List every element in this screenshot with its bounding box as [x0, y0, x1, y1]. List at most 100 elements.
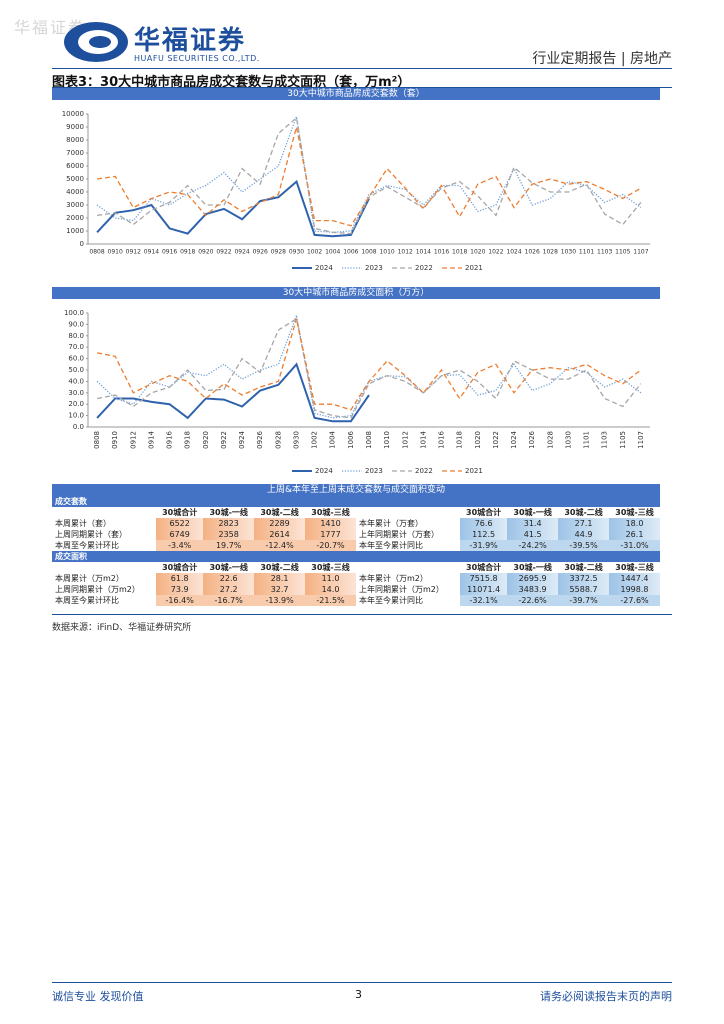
table-cell: 1447.4 — [609, 573, 660, 584]
x-tick-label: 0920 — [198, 249, 213, 256]
table-box: 上周&本年至上周末成交套数与成交面积变动 成交套数 30城合计 30城-一线 30城-… — [52, 484, 660, 606]
table-cell: 14.0 — [305, 584, 356, 595]
x-tick-label: 0912 — [129, 431, 137, 449]
table-cell: -16.4% — [156, 595, 204, 606]
x-tick-label: 1010 — [383, 431, 391, 449]
table-cell — [507, 496, 559, 507]
table-cell: 本年累计（万套） — [358, 519, 423, 528]
table-cell — [507, 551, 559, 562]
table-cell — [558, 551, 609, 562]
table-cell: -22.6% — [507, 595, 559, 606]
table-cell: 上周同期累计（套） — [55, 530, 127, 539]
series-line — [96, 312, 642, 419]
table-cell: 26.1 — [609, 529, 660, 540]
x-tick-label: 1030 — [561, 249, 576, 256]
y-tick-label: 10000 — [62, 110, 84, 118]
table-cell: 6749 — [156, 529, 204, 540]
y-tick-label: 1000 — [66, 227, 84, 235]
table-cell: 11.0 — [305, 573, 356, 584]
table-cell: 11071.4 — [460, 584, 508, 595]
y-tick-label: 8000 — [66, 136, 84, 144]
table-cell: -39.7% — [558, 595, 609, 606]
table-cell: 30城-一线 — [513, 508, 552, 517]
table-cell: 27.1 — [558, 518, 609, 529]
chart: 0 1000 2000 3000 4000 5000 6000 7000 8000 9000 100… — [62, 110, 650, 272]
y-tick-label: 3000 — [66, 201, 84, 209]
x-tick-label: 0924 — [234, 249, 249, 256]
y-tick-label: 6000 — [66, 162, 84, 170]
table-cell: 30城-三线 — [615, 508, 654, 517]
table-cell — [254, 496, 306, 507]
table-cell — [460, 551, 508, 562]
figure-title: 图表3：30大中城市商品房成交套数与成交面积（套，万m²） — [52, 75, 411, 90]
table: 成交套数 30城合计 30城-一线 30城-二线 30城-三线 30城合计 30城-一线 30… — [52, 496, 660, 606]
table-cell: 成交套数 — [52, 496, 157, 507]
legend-label: 2023 — [365, 467, 383, 475]
chart-box: 30大中城市商品房成交面积（万方） 0.0 10.0 20.0 30.0 40.0 50.… — [52, 287, 660, 485]
logo-icon — [64, 22, 128, 62]
table-cell: 27.2 — [203, 584, 255, 595]
x-tick-label: 0922 — [220, 431, 228, 449]
table-cell: 30城-一线 — [209, 563, 248, 572]
chart-title: 30大中城市商品房成交套数（套） — [52, 88, 660, 100]
table-cell — [203, 496, 255, 507]
table-cell: -3.4% — [156, 540, 204, 551]
legend-label: 2024 — [315, 467, 333, 475]
x-tick-label: 1014 — [419, 430, 427, 448]
rule — [52, 87, 672, 88]
x-tick-label: 0924 — [238, 430, 246, 448]
table-cell: 30城-三线 — [615, 563, 654, 572]
x-tick-label: 1002 — [311, 431, 319, 449]
series-line — [96, 114, 642, 233]
logo-text: 华福证券 — [134, 26, 247, 56]
table-cell — [558, 496, 609, 507]
table-cell: 30城-一线 — [513, 563, 552, 572]
table-cell — [355, 551, 461, 562]
x-tick-label: 0922 — [216, 249, 231, 256]
table-cell: 30城-二线 — [260, 508, 299, 517]
table-cell: 3483.9 — [507, 584, 559, 595]
logo-subtext: HUAFU SECURITIES CO.,LTD. — [134, 54, 260, 63]
table-cell: 61.8 — [156, 573, 204, 584]
legend-label: 2021 — [465, 467, 483, 475]
x-tick-label: 1028 — [543, 249, 558, 256]
x-tick-label: 1105 — [619, 431, 627, 449]
x-tick-label: 0928 — [271, 249, 286, 256]
x-tick-label: 1016 — [434, 249, 449, 256]
legend-label: 2022 — [415, 264, 433, 272]
table-cell: -39.5% — [558, 540, 609, 551]
x-tick-label: 0926 — [253, 249, 268, 256]
watermark: 华福证券 — [14, 18, 87, 37]
x-tick-label: 0910 — [108, 249, 123, 256]
table-cell: 上年同期累计（万m2） — [358, 585, 444, 594]
y-tick-label: 4000 — [66, 188, 84, 196]
x-tick-label: 0808 — [93, 431, 101, 449]
table-cell: 2289 — [254, 518, 306, 529]
table-cell — [156, 496, 204, 507]
table-cell — [305, 496, 356, 507]
table-cell: 30城-三线 — [311, 508, 350, 517]
x-tick-label: 0920 — [202, 431, 210, 449]
x-tick-label: 0918 — [180, 249, 195, 256]
x-tick-label: 1028 — [546, 431, 554, 449]
data-row: 本周累计（万m2） 61.8 22.6 28.1 11.0 本年累计（万m2） 7515.8… — [52, 573, 660, 584]
table-cell: 30城合计 — [466, 563, 502, 572]
table-cell — [460, 496, 508, 507]
y-tick-label: 2000 — [66, 214, 84, 222]
table-cell — [52, 562, 156, 573]
x-tick-label: 1004 — [329, 430, 337, 448]
x-tick-label: 1022 — [492, 431, 500, 449]
legend-label: 2024 — [315, 264, 333, 272]
table-cell: 本年至今累计同比 — [358, 541, 423, 550]
x-tick-label: 1002 — [307, 249, 322, 256]
table-cell: 30城-一线 — [209, 508, 248, 517]
x-tick-label: 0914 — [147, 430, 155, 448]
report-type: 行业定期报告 | 房地产 — [532, 51, 672, 67]
table-cell: 32.7 — [254, 584, 306, 595]
table-cell: 2695.9 — [507, 573, 559, 584]
table-cell: 3372.5 — [558, 573, 609, 584]
header-row: 30城合计 30城-一线 30城-二线 30城-三线 30城合计 30城-一线 30城-二线… — [52, 562, 660, 573]
x-tick-label: 1026 — [528, 430, 536, 448]
table-cell: 本年累计（万m2） — [358, 574, 428, 583]
